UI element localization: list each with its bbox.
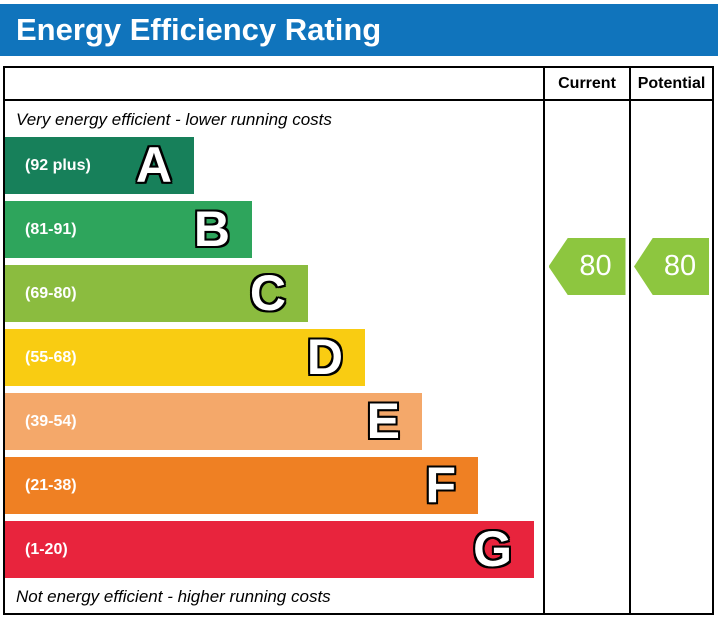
potential-column-header: Potential bbox=[629, 68, 712, 101]
band-b: (81-91) B bbox=[5, 201, 252, 258]
header-bar: Energy Efficiency Rating bbox=[0, 4, 718, 56]
band-range-label: (81-91) bbox=[25, 220, 77, 238]
band-letter: A bbox=[135, 136, 172, 193]
band-letter: B bbox=[193, 200, 230, 257]
band-letter: C bbox=[249, 264, 286, 321]
potential-rating-cell: 80 bbox=[629, 101, 712, 613]
potential-rating-arrow: 80 bbox=[634, 238, 709, 295]
band-a: (92 plus) A bbox=[5, 137, 194, 194]
band-range-label: (55-68) bbox=[25, 348, 77, 366]
current-column-label: Current bbox=[558, 74, 616, 92]
band-range-label: (92 plus) bbox=[25, 156, 91, 174]
current-rating-arrow: 80 bbox=[548, 238, 626, 295]
top-caption: Very energy efficient - lower running co… bbox=[16, 110, 332, 129]
rating-table: Current Potential Very energy efficient … bbox=[3, 66, 714, 615]
band-f: (21-38) F bbox=[5, 457, 478, 514]
band-c: (69-80) C bbox=[5, 265, 308, 322]
bottom-caption: Not energy efficient - higher running co… bbox=[16, 587, 331, 606]
band-d: (55-68) D bbox=[5, 329, 365, 386]
band-letter: D bbox=[306, 328, 343, 385]
current-column-header: Current bbox=[543, 68, 629, 101]
potential-column-label: Potential bbox=[637, 74, 706, 92]
band-range-label: (21-38) bbox=[25, 476, 77, 494]
page-title: Energy Efficiency Rating bbox=[16, 12, 382, 47]
header-spacer-cell bbox=[5, 68, 543, 101]
band-range-label: (69-80) bbox=[25, 284, 77, 302]
current-rating-value: 80 bbox=[579, 250, 612, 282]
band-letter: G bbox=[473, 520, 512, 577]
band-e: (39-54) E bbox=[5, 393, 422, 450]
potential-rating-value: 80 bbox=[663, 250, 697, 282]
current-rating-cell: 80 bbox=[543, 101, 629, 613]
band-letter: E bbox=[366, 392, 400, 449]
band-range-label: (1-20) bbox=[25, 540, 68, 558]
band-g: (1-20) G bbox=[5, 521, 534, 578]
band-range-label: (39-54) bbox=[25, 412, 77, 430]
bands-list: (92 plus) A (81-91) B (69-80) C (55-68) D (39-54… bbox=[5, 137, 543, 578]
bands-area: Very energy efficient - lower running co… bbox=[5, 101, 543, 613]
band-letter: F bbox=[425, 456, 456, 513]
